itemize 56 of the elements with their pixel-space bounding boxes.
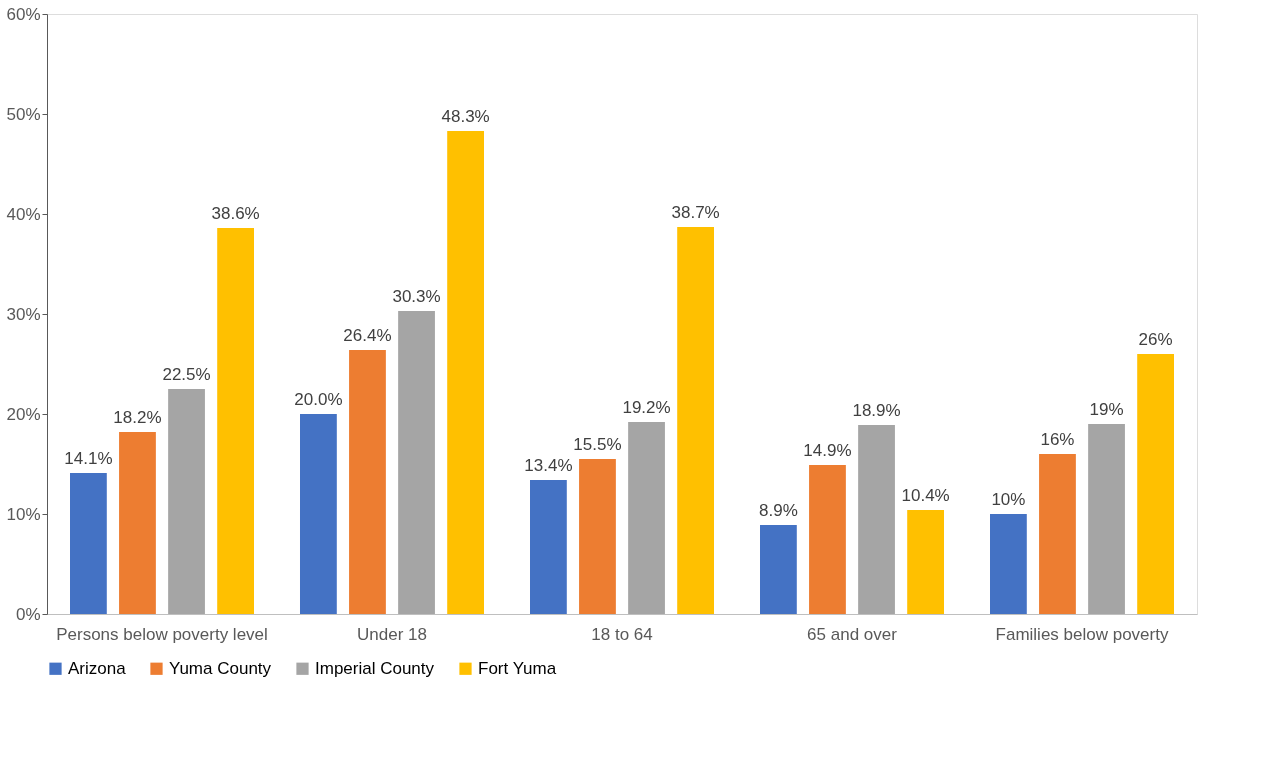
y-tick-label: 60%	[6, 4, 41, 24]
bar	[1088, 424, 1125, 614]
data-label: 20.0%	[294, 390, 343, 409]
bar	[858, 425, 895, 614]
bar	[760, 525, 797, 614]
data-label: 15.5%	[573, 435, 622, 454]
bar	[168, 389, 205, 614]
data-label: 10%	[991, 490, 1026, 509]
data-label: 38.6%	[211, 204, 260, 223]
bar	[1137, 354, 1174, 614]
data-label: 18.9%	[852, 401, 901, 420]
y-tick-label: 20%	[6, 404, 41, 424]
data-label: 13.4%	[524, 456, 573, 475]
y-tick-label: 0%	[15, 604, 41, 624]
bar	[300, 414, 337, 614]
bar	[907, 510, 944, 614]
legend-label: Yuma County	[169, 658, 272, 678]
data-label: 19.2%	[622, 398, 671, 417]
bar	[579, 459, 616, 614]
legend-label: Fort Yuma	[478, 658, 557, 678]
x-tick-label: Persons below poverty level	[56, 624, 268, 644]
data-label: 10.4%	[901, 486, 950, 505]
bar	[530, 480, 567, 614]
legend-label: Arizona	[68, 658, 127, 678]
data-label: 30.3%	[392, 287, 441, 306]
bar	[349, 350, 386, 614]
data-label: 48.3%	[441, 107, 490, 126]
bar	[628, 422, 665, 614]
data-label: 18.2%	[113, 408, 162, 427]
x-tick-label: Under 18	[357, 624, 427, 644]
y-tick-label: 40%	[6, 204, 41, 224]
x-tick-label: 18 to 64	[591, 624, 653, 644]
bar	[119, 432, 156, 614]
bar	[447, 131, 484, 614]
bar	[990, 514, 1027, 614]
bar	[677, 227, 714, 614]
bar	[398, 311, 435, 614]
y-tick-label: 30%	[6, 304, 41, 324]
data-label: 19%	[1089, 400, 1124, 419]
data-label: 8.9%	[759, 501, 798, 520]
x-tick-label: 65 and over	[807, 624, 898, 644]
y-tick-label: 50%	[6, 104, 41, 124]
data-label: 14.1%	[64, 449, 113, 468]
bar	[217, 228, 254, 614]
bar	[809, 465, 846, 614]
data-label: 16%	[1040, 430, 1075, 449]
bar	[1039, 454, 1076, 614]
data-label: 14.9%	[803, 441, 852, 460]
legend-label: Imperial County	[315, 658, 435, 678]
y-tick-label: 10%	[6, 504, 41, 524]
data-label: 22.5%	[162, 365, 211, 384]
data-label: 26%	[1138, 330, 1173, 349]
bar	[70, 473, 107, 614]
x-tick-label: Families below poverty	[995, 624, 1169, 644]
data-label: 38.7%	[671, 203, 720, 222]
data-label: 26.4%	[343, 326, 392, 345]
